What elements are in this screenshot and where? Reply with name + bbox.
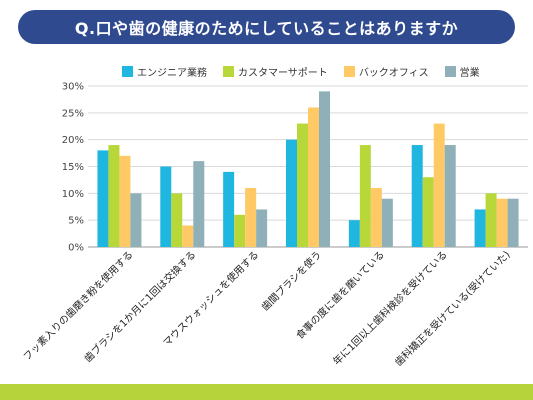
x-category-label: マウスウォッシュを使用する [160, 248, 261, 349]
bar [370, 187, 382, 247]
y-tick-label: 20% [62, 135, 84, 146]
x-category-label: 年に1回以上歯科検診を受けている [330, 248, 450, 368]
legend-item: カスタマーサポート [223, 64, 328, 79]
y-tick-label: 0% [68, 243, 84, 254]
bar [245, 187, 257, 247]
bar [507, 198, 519, 247]
bar [474, 209, 486, 247]
bar [256, 209, 268, 247]
y-tick-label: 10% [62, 189, 84, 200]
legend-label: エンジニア業務 [137, 68, 207, 79]
bar [297, 123, 308, 247]
bar [182, 225, 194, 247]
bar [411, 145, 423, 247]
legend-item: バックオフィス [343, 64, 429, 79]
bar [348, 220, 360, 247]
bar [160, 166, 172, 247]
bar [308, 107, 319, 247]
legend-item: 営業 [444, 64, 480, 79]
y-tick-label: 5% [68, 216, 84, 227]
bar [485, 193, 497, 247]
x-category-label: フッ素入りの歯磨き粉を使用する [20, 248, 135, 363]
footer-band [0, 384, 533, 400]
legend-label: バックオフィス [358, 68, 429, 79]
bar [496, 198, 508, 247]
bar [97, 150, 109, 247]
legend-swatch [223, 66, 234, 77]
bar [381, 198, 393, 247]
bar [234, 214, 246, 247]
y-tick-label: 25% [62, 108, 84, 119]
y-tick-label: 15% [62, 162, 84, 173]
legend-swatch [122, 66, 133, 77]
bar [119, 155, 131, 247]
bar [171, 193, 183, 247]
x-category-label: 歯ブラシを1か月に1回は交換する [81, 248, 198, 365]
bar [108, 145, 120, 247]
y-tick-label: 30% [62, 82, 84, 93]
legend-swatch [444, 66, 456, 77]
legend-label: 営業 [459, 68, 480, 79]
bar [130, 193, 142, 247]
legend-label: カスタマーサポート [238, 68, 328, 79]
bar [223, 171, 235, 247]
chart-title: Q.口や歯の健康のためにしていることはありますか [74, 19, 459, 38]
bar [422, 177, 434, 247]
bar [193, 161, 205, 247]
bar [433, 123, 445, 247]
x-category-label: 歯間ブラシを使う [258, 248, 324, 314]
legend-item: エンジニア業務 [122, 64, 207, 79]
bar [444, 145, 456, 247]
bar [286, 139, 297, 247]
x-category-label: 歯科矯正を受けている(受けていた) [392, 248, 513, 369]
bar [319, 91, 330, 247]
bar [359, 145, 371, 247]
legend-swatch [343, 66, 355, 77]
title-banner: Q.口や歯の健康のためにしていることはありますか [18, 10, 515, 44]
legend: エンジニア業務 カスタマーサポート バックオフィス 営業 [122, 64, 480, 79]
